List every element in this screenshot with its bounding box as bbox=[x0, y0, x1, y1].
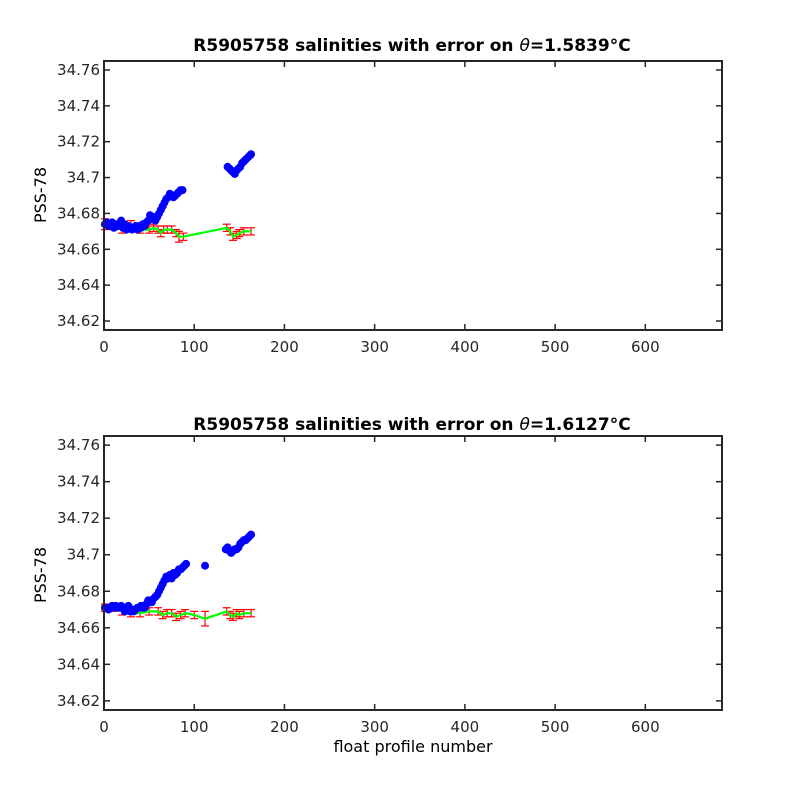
chart-panel-bottom: R5905758 salinities with error on θ=1.61… bbox=[31, 415, 723, 756]
axes-bottom: 0 100 200 300 400 500 600 34.62 34.64 34.66 34.68 3… bbox=[57, 435, 723, 736]
x-axis-label-bottom: float profile number bbox=[333, 737, 493, 756]
y-tick-label: 34.68 bbox=[57, 582, 100, 600]
float-salinity-point bbox=[247, 530, 256, 539]
chart-title-unit: °C bbox=[610, 36, 631, 56]
x-tick-label: 100 bbox=[180, 338, 209, 356]
chart-panel-top: R5905758 salinities with error on θ=1.58… bbox=[31, 36, 723, 356]
x-tick-label: 400 bbox=[451, 338, 480, 356]
y-tick-label: 34.68 bbox=[57, 204, 100, 222]
chart-title-value: =1.5839 bbox=[530, 36, 610, 56]
float-salinity-point bbox=[247, 150, 256, 159]
chart-title-prefix: R5905758 salinities with error on bbox=[193, 415, 519, 435]
chart-title-prefix: R5905758 salinities with error on bbox=[193, 36, 519, 56]
y-tick-label: 34.64 bbox=[57, 655, 100, 673]
chart-title-value: =1.6127 bbox=[530, 415, 610, 435]
y-tick-label: 34.7 bbox=[67, 546, 100, 564]
x-tick-label: 500 bbox=[541, 718, 570, 736]
y-axis-label-bottom: PSS-78 bbox=[31, 547, 50, 603]
x-tick-label: 600 bbox=[631, 338, 660, 356]
y-tick-label: 34.66 bbox=[57, 240, 100, 258]
y-tick-label: 34.64 bbox=[57, 276, 100, 294]
x-tick-label: 600 bbox=[631, 718, 660, 736]
x-tick-label: 200 bbox=[270, 338, 299, 356]
x-tick-label: 100 bbox=[180, 718, 209, 736]
y-tick-label: 34.74 bbox=[57, 97, 100, 115]
float-salinity-point bbox=[182, 559, 191, 568]
y-tick-label: 34.76 bbox=[57, 61, 100, 79]
x-tick-label: 0 bbox=[99, 338, 109, 356]
y-tick-label: 34.72 bbox=[57, 133, 100, 151]
chart-title-top: R5905758 salinities with error on θ=1.58… bbox=[193, 36, 630, 56]
chart-title-theta: θ bbox=[519, 36, 530, 56]
plot-frame bbox=[103, 60, 723, 331]
chart-title-theta: θ bbox=[519, 415, 530, 435]
plot-marks-top bbox=[100, 150, 256, 243]
axes-top: 0 100 200 300 400 500 600 34.62 34.64 34.66 34.68 3… bbox=[57, 60, 723, 356]
y-tick-label: 34.62 bbox=[57, 692, 100, 710]
x-tick-label: 400 bbox=[451, 718, 480, 736]
chart-title-unit: °C bbox=[610, 415, 631, 435]
plot-frame bbox=[103, 435, 723, 711]
y-tick-label: 34.72 bbox=[57, 509, 100, 527]
y-tick-label: 34.7 bbox=[67, 169, 100, 187]
plot-marks-bottom bbox=[100, 530, 256, 627]
y-tick-label: 34.76 bbox=[57, 436, 100, 454]
chart-title-bottom: R5905758 salinities with error on θ=1.61… bbox=[193, 415, 630, 435]
float-salinity-point bbox=[178, 186, 187, 195]
x-tick-label: 300 bbox=[360, 338, 389, 356]
y-tick-label: 34.74 bbox=[57, 473, 100, 491]
x-tick-label: 500 bbox=[541, 338, 570, 356]
x-tick-label: 0 bbox=[99, 718, 109, 736]
x-tick-label: 200 bbox=[270, 718, 299, 736]
x-tick-label: 300 bbox=[360, 718, 389, 736]
float-salinity-point bbox=[201, 561, 210, 570]
y-tick-label: 34.66 bbox=[57, 619, 100, 637]
y-tick-label: 34.62 bbox=[57, 312, 100, 330]
y-axis-label-top: PSS-78 bbox=[31, 167, 50, 223]
